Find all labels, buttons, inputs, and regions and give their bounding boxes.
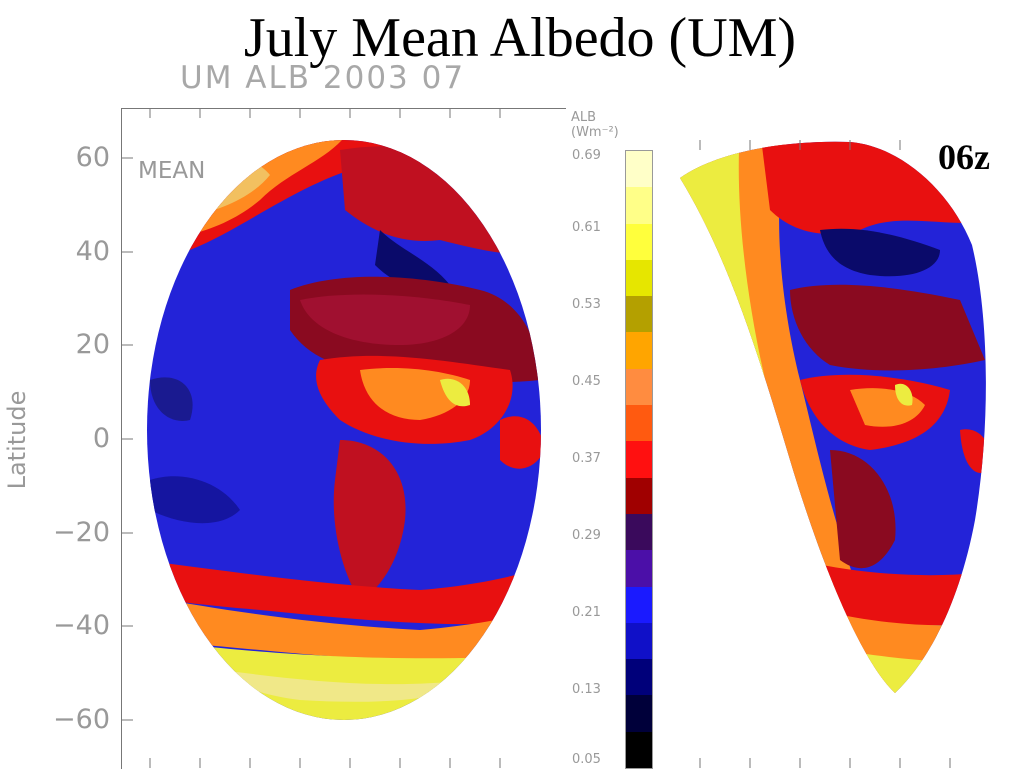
y-tick-label: −20 — [53, 517, 110, 548]
mediterranean-dark — [375, 230, 450, 289]
left-axis-ticks — [121, 157, 133, 721]
colorbar-swatch — [626, 586, 652, 623]
colorbar-tick: 0.37 — [572, 451, 601, 466]
top-axis-ticks — [149, 108, 901, 150]
colorbar-tick: 0.05 — [572, 752, 601, 767]
indian-ocean-red — [500, 416, 541, 469]
colorbar-swatch — [626, 659, 652, 696]
atlantic-cloud-dark — [150, 476, 240, 524]
crescent-sahara — [790, 284, 985, 371]
colorbar-swatch — [626, 296, 652, 333]
y-axis-label: Latitude — [3, 390, 31, 490]
colorbar-title: ALB (Wm⁻²) — [571, 110, 619, 140]
colorbar-swatch — [626, 731, 652, 768]
southern-belt-orange — [147, 595, 541, 662]
colorbar-swatch — [626, 477, 652, 514]
colorbar-swatch — [626, 622, 652, 660]
colorbar-tick: 0.69 — [572, 148, 601, 163]
right-albedo-crescent — [680, 141, 986, 694]
colorbar-swatch — [626, 259, 652, 297]
plot-caption: UM ALB 2003 07 — [180, 60, 466, 96]
sahara-core — [300, 294, 470, 345]
y-tick-label: 60 — [75, 142, 110, 173]
mean-label: MEAN — [138, 158, 206, 184]
colorbar-swatch — [626, 405, 652, 442]
y-tick-label: 20 — [75, 329, 110, 360]
colorbar-swatch — [626, 150, 652, 188]
y-tick-label: −40 — [53, 610, 110, 641]
time-label: 06z — [938, 137, 990, 177]
y-tick-label: 0 — [92, 423, 110, 454]
colorbar-swatch — [626, 187, 652, 224]
crescent-mediterranean — [820, 228, 940, 277]
colorbar-swatch — [626, 695, 652, 732]
colorbar-tick: 0.61 — [572, 220, 601, 235]
bottom-axis-ticks — [149, 758, 951, 768]
colorbar-tick: 0.13 — [572, 682, 601, 697]
colorbar-swatch — [626, 513, 652, 551]
southern-belt-red — [147, 560, 541, 625]
colorbar-tick: 0.29 — [572, 528, 601, 543]
colorbar-variable: ALB — [571, 110, 597, 125]
y-tick-label: 40 — [75, 236, 110, 267]
colorbar-swatches — [625, 150, 653, 769]
colorbar-swatch — [626, 223, 652, 260]
south-africa-red — [333, 440, 406, 600]
colorbar-tick: 0.21 — [572, 605, 601, 620]
highland-yellow — [440, 378, 470, 407]
y-tick-label: −60 — [53, 704, 110, 735]
left-albedo-disk — [147, 140, 541, 720]
colorbar: ALB (Wm⁻²) 0.69 0.61 0.53 0.45 0.37 0.29… — [566, 108, 664, 769]
colorbar-swatch — [626, 332, 652, 369]
slide-title: July Mean Albedo (UM) — [243, 7, 797, 69]
colorbar-swatch — [626, 550, 652, 587]
colorbar-tick: 0.53 — [572, 297, 601, 312]
colorbar-swatch — [626, 368, 652, 406]
antarctic-pale — [220, 670, 470, 702]
crescent-south-africa — [830, 450, 896, 569]
atlantic-dark — [150, 377, 193, 421]
colorbar-swatch — [626, 441, 652, 478]
crescent-highland-yellow — [895, 383, 913, 406]
colorbar-tick: 0.45 — [572, 374, 601, 389]
colorbar-units: (Wm⁻²) — [571, 125, 619, 140]
